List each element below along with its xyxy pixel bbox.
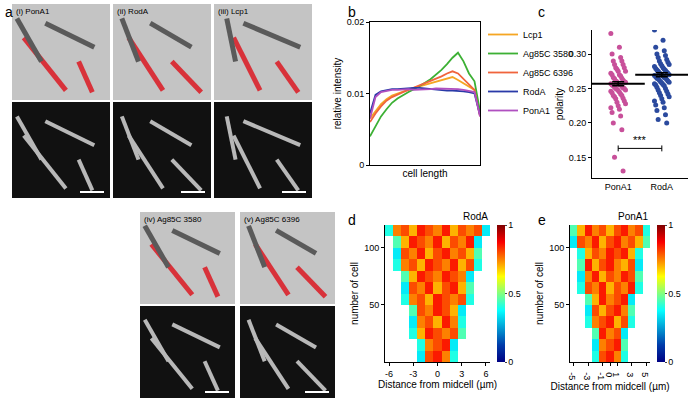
svg-text:1: 1	[668, 220, 673, 230]
svg-text:Ag85C 3580: Ag85C 3580	[523, 49, 573, 59]
svg-text:100: 100	[549, 243, 564, 253]
svg-text:50: 50	[554, 300, 564, 310]
svg-text:0.30: 0.30	[568, 49, 587, 60]
svg-text:e: e	[538, 212, 546, 228]
svg-text:-3: -3	[582, 372, 592, 380]
svg-text:Lcp1: Lcp1	[523, 30, 543, 40]
svg-text:Distance from midcell (µm): Distance from midcell (µm)	[378, 379, 497, 390]
svg-text:3: 3	[625, 372, 635, 377]
svg-text:0: 0	[508, 357, 513, 367]
svg-text:1: 1	[611, 372, 621, 377]
svg-text:0: 0	[604, 372, 614, 377]
svg-text:RodA: RodA	[523, 87, 546, 97]
svg-text:PonA1: PonA1	[605, 182, 632, 192]
svg-text:cell length: cell length	[402, 168, 447, 179]
svg-text:number of cell: number of cell	[349, 262, 360, 325]
svg-text:0.15: 0.15	[569, 153, 587, 163]
svg-text:(iv) Ag85C 3580: (iv) Ag85C 3580	[144, 215, 202, 224]
svg-text:PonA1: PonA1	[618, 211, 648, 222]
svg-text:-1: -1	[596, 372, 606, 380]
svg-text:0.5: 0.5	[668, 289, 681, 299]
svg-text:-6: -6	[385, 369, 393, 379]
svg-text:(v) Ag85C 6396: (v) Ag85C 6396	[244, 215, 300, 224]
svg-text:a: a	[5, 4, 13, 20]
svg-text:0: 0	[668, 357, 673, 367]
svg-text:0: 0	[359, 160, 364, 170]
svg-text:RodA: RodA	[651, 182, 674, 192]
svg-text:(iii) Lcp1: (iii) Lcp1	[218, 7, 249, 16]
svg-text:0.20: 0.20	[569, 118, 587, 128]
svg-text:0: 0	[435, 369, 440, 379]
svg-text:b: b	[348, 4, 356, 20]
svg-text:0.25: 0.25	[569, 84, 587, 94]
svg-text:50: 50	[369, 300, 379, 310]
svg-text:***: ***	[633, 134, 647, 146]
svg-text:Distance from midcell (µm): Distance from midcell (µm)	[550, 381, 669, 392]
svg-text:6: 6	[483, 369, 488, 379]
svg-text:-3: -3	[409, 369, 417, 379]
svg-text:0.02: 0.02	[347, 17, 365, 27]
svg-text:RodA: RodA	[463, 211, 488, 222]
svg-text:3: 3	[459, 369, 464, 379]
svg-text:-5: -5	[567, 372, 577, 380]
svg-text:polarity: polarity	[554, 88, 565, 120]
svg-text:(i) PonA1: (i) PonA1	[16, 7, 50, 16]
svg-text:Ag85C 6396: Ag85C 6396	[523, 68, 573, 78]
svg-text:d: d	[348, 212, 356, 228]
svg-text:relative intensity: relative intensity	[332, 58, 343, 130]
svg-text:(ii) RodA: (ii) RodA	[117, 7, 149, 16]
svg-text:5: 5	[640, 372, 650, 377]
svg-text:number of cell: number of cell	[534, 262, 545, 325]
svg-text:1: 1	[508, 220, 513, 230]
svg-text:c: c	[538, 4, 545, 20]
svg-text:PonA1: PonA1	[523, 106, 550, 116]
svg-text:0.01: 0.01	[347, 89, 365, 99]
svg-text:100: 100	[364, 243, 379, 253]
svg-text:0.5: 0.5	[508, 289, 521, 299]
